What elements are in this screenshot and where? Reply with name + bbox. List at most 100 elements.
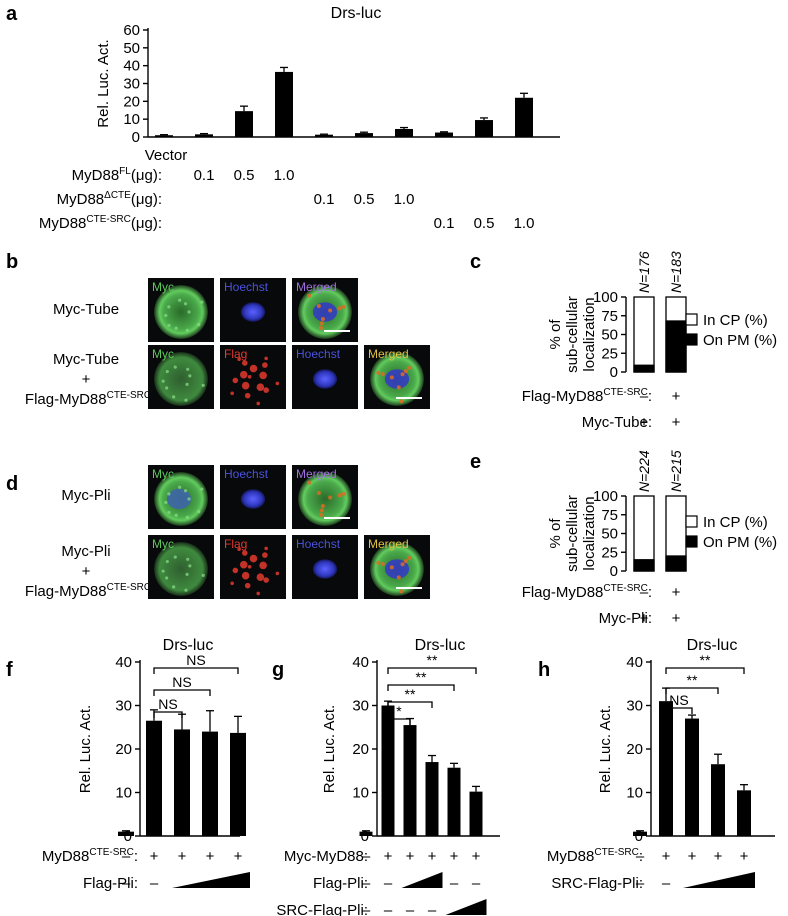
condition-value: – xyxy=(640,388,649,405)
merged-puncta xyxy=(318,325,323,330)
panel-letter-g: g xyxy=(272,659,284,681)
flag-puncta xyxy=(259,371,267,380)
myc-puncta xyxy=(167,323,171,328)
condition-label: Flag-MyD88CTE-SRC xyxy=(25,582,151,600)
condition-label: Myc-Tube xyxy=(53,301,119,318)
condition-value: – xyxy=(406,902,415,916)
condition-label: + xyxy=(82,371,91,388)
condition-label: MyD88CTE-SRC: xyxy=(42,847,138,865)
y-tick-label: 60 xyxy=(123,22,140,39)
condition-value: + xyxy=(672,584,681,601)
merged-puncta xyxy=(320,503,325,508)
condition-value: 1.0 xyxy=(274,167,295,184)
bar xyxy=(515,97,533,137)
condition-value: + xyxy=(672,388,681,405)
significance-label: ** xyxy=(416,669,427,685)
condition-label: Myc-Pli xyxy=(61,487,110,504)
flag-puncta xyxy=(256,383,265,392)
myc-puncta xyxy=(184,588,188,592)
legend-swatch xyxy=(685,535,698,548)
condition-label: Flag-MyD88CTE-SRC: xyxy=(522,387,652,405)
channel-label: Hoechst xyxy=(224,280,269,294)
bar xyxy=(230,732,246,836)
legend-swatch xyxy=(685,313,698,326)
myc-puncta xyxy=(197,510,201,514)
y-axis-label: localization xyxy=(581,297,598,371)
bar xyxy=(685,718,699,836)
condition-value: – xyxy=(362,902,371,916)
y-tick-label: 75 xyxy=(601,507,618,524)
nucleus-hoechst xyxy=(312,369,338,389)
nucleus-overlay xyxy=(166,488,192,510)
bar xyxy=(235,111,253,137)
flag-puncta xyxy=(247,564,252,569)
channel-label: Flag xyxy=(224,347,247,361)
stacked-bar-in-cp xyxy=(633,296,655,373)
y-axis-label: Rel. Luc. Act. xyxy=(95,39,112,127)
condition-value: – xyxy=(640,584,649,601)
vector-label: Vector xyxy=(145,147,188,164)
flag-puncta xyxy=(247,374,252,379)
bar xyxy=(202,731,218,836)
bar xyxy=(118,831,134,836)
channel-label: Hoechst xyxy=(296,347,341,361)
flag-puncta xyxy=(237,357,241,362)
bar xyxy=(435,132,453,137)
myc-puncta xyxy=(185,382,189,386)
y-tick-label: 20 xyxy=(352,741,369,758)
myc-puncta xyxy=(172,585,176,589)
merged-puncta xyxy=(407,365,412,370)
merged-puncta xyxy=(396,575,401,580)
flag-puncta xyxy=(262,552,268,558)
myc-puncta xyxy=(173,365,177,369)
significance-label: ** xyxy=(427,652,438,668)
merged-puncta xyxy=(376,370,381,375)
flag-puncta xyxy=(242,360,248,366)
panel-letters: a b c d e f g h xyxy=(6,3,550,681)
y-tick-label: 0 xyxy=(635,828,643,845)
flag-puncta xyxy=(230,391,234,396)
condition-value: + xyxy=(688,848,697,865)
channel-label: Hoechst xyxy=(296,537,341,551)
stacked-bar-on-pm xyxy=(665,555,687,572)
myc-puncta xyxy=(178,485,182,489)
y-tick-label: 100 xyxy=(593,488,618,505)
dose-ramp-triangle xyxy=(445,899,487,915)
flag-puncta xyxy=(263,387,269,393)
merged-puncta xyxy=(400,562,405,567)
condition-label: Myc-Pli xyxy=(61,543,110,560)
merged-puncta xyxy=(407,555,412,560)
y-tick-label: 75 xyxy=(601,308,618,325)
flag-puncta xyxy=(241,381,250,390)
significance-bracket xyxy=(153,711,183,718)
bar xyxy=(381,705,395,836)
significance-bracket xyxy=(153,667,239,674)
condition-value: – xyxy=(384,875,393,892)
condition-value: – xyxy=(428,902,437,916)
merged-puncta xyxy=(380,562,385,567)
condition-value: + xyxy=(384,848,393,865)
n-count-label: N=224 xyxy=(636,450,652,492)
legend-label: In CP (%) xyxy=(703,312,768,329)
flag-puncta xyxy=(264,356,268,361)
bar xyxy=(315,134,333,137)
myc-puncta xyxy=(186,557,190,561)
cell-merged-signal xyxy=(298,472,352,526)
y-axis-label: Rel. Luc. Act. xyxy=(597,705,614,793)
significance-label: ** xyxy=(405,686,416,702)
channel-label: Myc xyxy=(152,347,174,361)
myc-puncta xyxy=(201,573,205,577)
significance-bracket xyxy=(665,667,745,674)
panel-letter-h: h xyxy=(538,659,550,681)
myc-puncta xyxy=(187,310,191,314)
merged-puncta xyxy=(341,491,346,496)
y-tick-label: 50 xyxy=(601,526,618,543)
condition-value: 0.1 xyxy=(194,167,215,184)
cell-myc-signal xyxy=(154,352,208,406)
bar xyxy=(174,729,190,836)
bar xyxy=(155,135,173,137)
myc-puncta xyxy=(185,515,189,519)
y-tick-label: 10 xyxy=(352,785,369,802)
